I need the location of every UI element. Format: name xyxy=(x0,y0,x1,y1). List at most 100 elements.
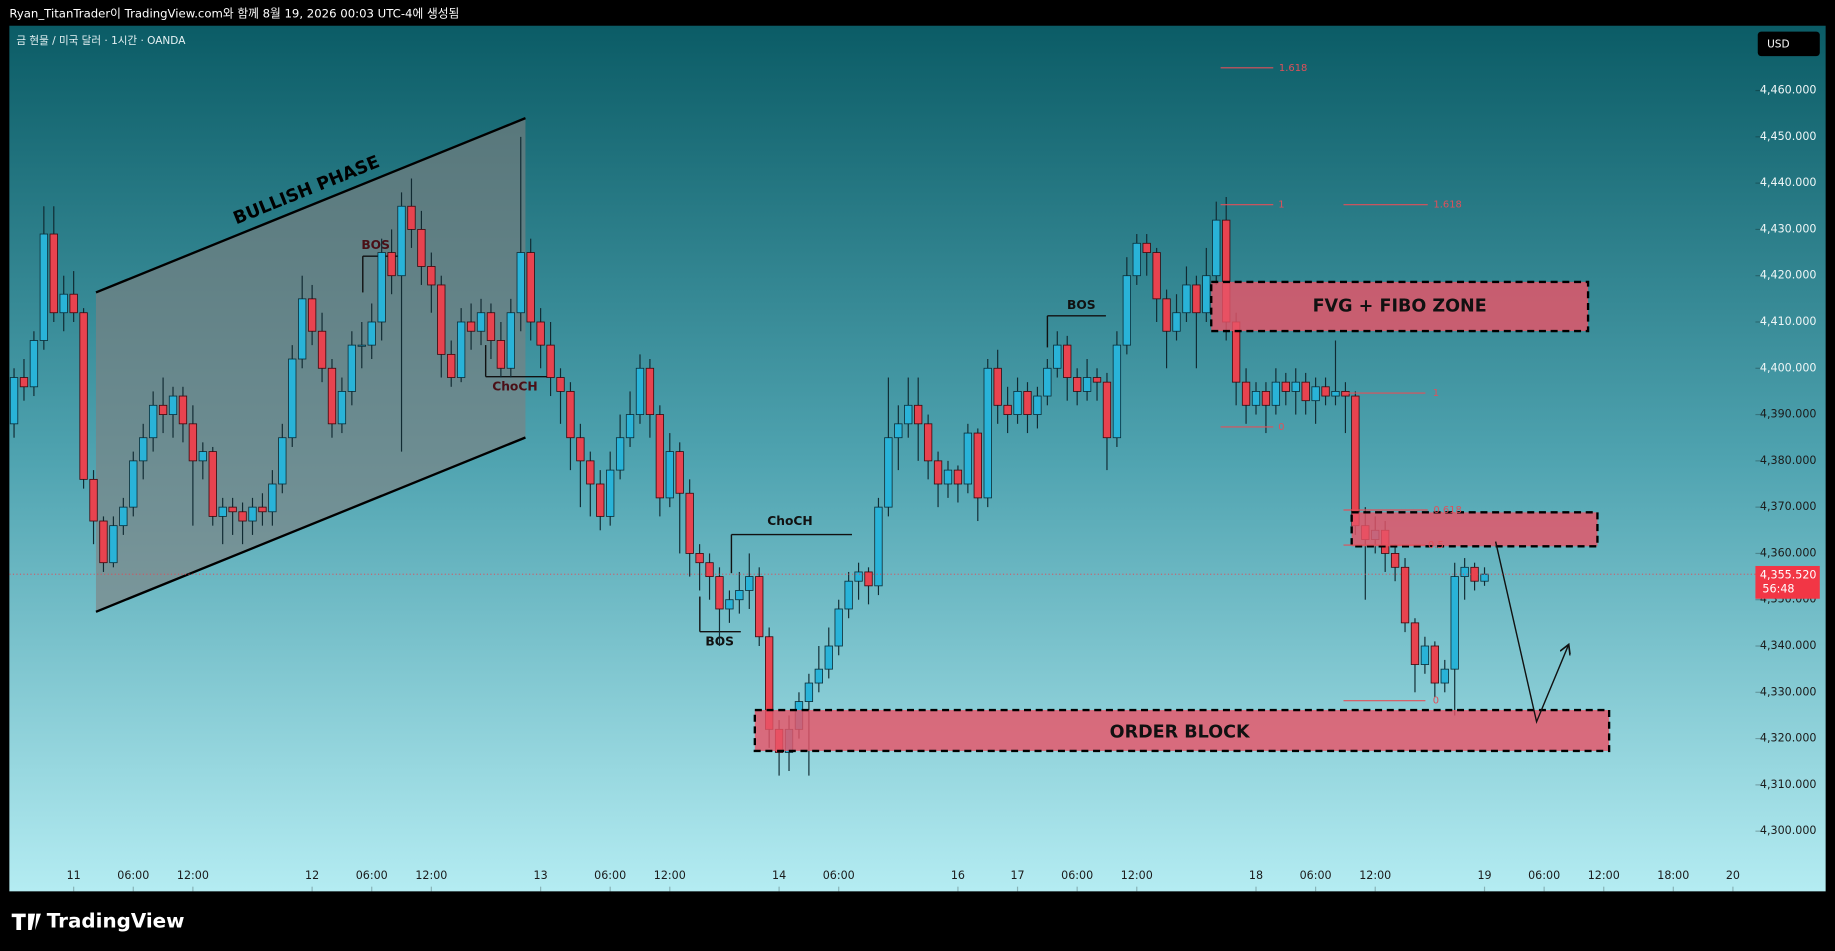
candle-body xyxy=(367,321,376,346)
projection-arrow xyxy=(1494,541,1569,725)
x-tick-label: 06:00 xyxy=(117,869,149,882)
candle-body xyxy=(864,571,873,587)
candle-body xyxy=(437,284,446,355)
candle-body xyxy=(1261,391,1271,406)
candle-body xyxy=(1251,391,1261,406)
candle-body xyxy=(307,298,317,332)
candle-body xyxy=(357,344,366,347)
candle-body xyxy=(804,682,814,702)
y-tick-label: 4,390.000 xyxy=(1760,408,1817,421)
candle-body xyxy=(506,312,515,369)
currency-box[interactable] xyxy=(1757,31,1820,57)
candle-body xyxy=(1063,344,1072,378)
candle-body xyxy=(983,367,992,499)
candle-body xyxy=(29,340,39,388)
y-tick-label: 4,320.000 xyxy=(1760,732,1817,745)
candle-body xyxy=(1410,622,1420,665)
candle-body xyxy=(427,266,436,286)
y-tick-label: 4,410.000 xyxy=(1760,315,1817,328)
x-tick-label: 12:00 xyxy=(1588,869,1620,882)
fib-label: 1.618 xyxy=(1433,200,1461,211)
candle-body xyxy=(1450,576,1459,670)
candle-body xyxy=(298,298,307,360)
x-tick-label: 18 xyxy=(1249,869,1263,882)
candle-body xyxy=(933,460,943,485)
candle-body xyxy=(576,437,585,462)
candle-body xyxy=(1043,367,1052,397)
x-tick-label: 06:00 xyxy=(1528,869,1560,882)
candle-body xyxy=(1291,381,1300,392)
candle-body xyxy=(914,404,923,425)
candle-body xyxy=(1430,645,1440,684)
x-tick-label: 18:00 xyxy=(1657,869,1689,882)
x-tick-label: 19 xyxy=(1477,869,1491,882)
candle-body xyxy=(566,391,575,439)
candle-body xyxy=(486,312,496,341)
y-tick-label: 4,370.000 xyxy=(1760,500,1817,513)
candle-body xyxy=(79,312,88,480)
candle-body xyxy=(894,423,903,439)
candle-body xyxy=(1440,668,1449,684)
countdown: 56:48 xyxy=(1762,582,1794,595)
candle-body xyxy=(59,293,68,314)
candle-body xyxy=(735,590,744,601)
candle-body xyxy=(188,423,198,462)
candle-body xyxy=(1390,553,1400,568)
candle-body xyxy=(1182,284,1191,314)
zone xyxy=(1350,511,1599,548)
candle-body xyxy=(1271,381,1281,406)
zone xyxy=(753,708,1611,753)
candle-body xyxy=(1053,344,1062,369)
channel-edge xyxy=(95,117,526,294)
fib-label: 1 xyxy=(1278,200,1284,211)
candle-body xyxy=(168,395,178,415)
candle-body xyxy=(615,437,625,471)
fib-label: 1.618 xyxy=(1279,63,1307,74)
candle-body xyxy=(993,367,1002,406)
x-tick-label: 06:00 xyxy=(823,869,855,882)
candle-body xyxy=(456,321,466,378)
candle-body xyxy=(516,252,525,314)
candle-body xyxy=(745,576,754,591)
candle-body xyxy=(288,358,297,439)
candle-body xyxy=(655,414,665,499)
x-tick-label: 12:00 xyxy=(415,869,447,882)
candle-body xyxy=(973,432,982,499)
candle-body xyxy=(814,668,823,684)
candle-body xyxy=(109,525,118,564)
candle-body xyxy=(337,391,347,425)
zone-label: FVG + FIBO ZONE xyxy=(1313,296,1487,316)
symbol-title: 금 현물 / 미국 달러 · 1시간 · OANDA xyxy=(16,35,186,47)
candle-body xyxy=(1082,377,1092,392)
fib-label: 0.618 xyxy=(1433,505,1461,516)
candle-body xyxy=(1202,275,1211,314)
candle-body xyxy=(258,506,267,513)
y-tick-label: 4,400.000 xyxy=(1760,361,1817,374)
candle-body xyxy=(228,506,237,513)
candle-body xyxy=(923,423,933,462)
x-tick-label: 20 xyxy=(1726,869,1740,882)
currency[interactable]: USD xyxy=(1767,38,1789,50)
candle-body xyxy=(1172,312,1181,332)
structure-label: ChoCH xyxy=(492,380,537,394)
y-tick-label: 4,430.000 xyxy=(1760,222,1817,235)
x-tick-label: 06:00 xyxy=(356,869,388,882)
candle-body xyxy=(1400,566,1410,624)
candle-body xyxy=(685,492,694,554)
candle-body xyxy=(347,344,357,392)
candle-body xyxy=(606,469,615,517)
candle-body xyxy=(139,437,148,462)
x-tick-label: 14 xyxy=(772,869,786,882)
candle-body xyxy=(1013,391,1022,415)
candle-body xyxy=(715,576,724,610)
y-tick-label: 4,300.000 xyxy=(1760,824,1817,837)
candle-body xyxy=(49,233,58,314)
candle-body xyxy=(526,252,535,323)
x-tick-label: 06:00 xyxy=(1300,869,1332,882)
candle-body xyxy=(397,205,406,277)
fib-label: 1 xyxy=(1433,388,1439,399)
candle-body xyxy=(119,506,128,527)
candle-body xyxy=(854,571,863,582)
candle-body xyxy=(407,205,416,230)
